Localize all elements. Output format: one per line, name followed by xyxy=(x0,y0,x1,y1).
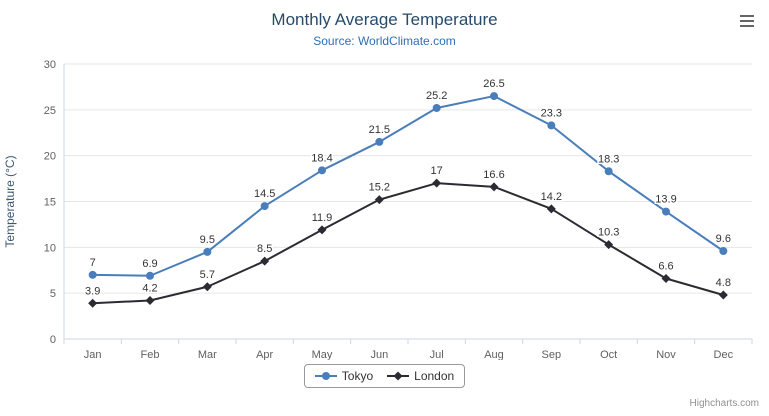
data-label-tokyo: 9.6 xyxy=(716,233,731,245)
legend-label: London xyxy=(414,369,455,383)
marker-tokyo[interactable] xyxy=(146,271,154,280)
data-label-tokyo: 9.5 xyxy=(200,234,215,246)
hamburger-menu-icon xyxy=(740,20,754,22)
x-axis-tick-label: Dec xyxy=(714,349,734,360)
marker-london[interactable] xyxy=(145,296,155,305)
circle-marker-icon xyxy=(314,372,337,380)
diamond-marker-icon xyxy=(387,371,410,381)
data-label-london: 16.6 xyxy=(483,169,504,181)
data-label-tokyo: 14.5 xyxy=(254,188,275,200)
hamburger-menu-icon xyxy=(740,25,754,27)
data-label-london: 17 xyxy=(431,165,443,177)
y-axis-tick-label: 10 xyxy=(44,242,56,254)
x-axis-tick-label: Nov xyxy=(656,349,676,360)
x-axis-tick-label: Aug xyxy=(484,349,504,360)
marker-tokyo[interactable] xyxy=(375,137,384,146)
data-label-tokyo: 13.9 xyxy=(655,194,676,206)
legend-item-london[interactable]: London xyxy=(387,369,454,383)
marker-london[interactable] xyxy=(202,282,212,292)
data-label-tokyo: 23.3 xyxy=(541,107,562,119)
y-axis-tick-label: 30 xyxy=(44,59,56,71)
legend-label: Tokyo xyxy=(341,369,374,383)
y-axis-tick-label: 5 xyxy=(50,288,56,300)
data-label-london: 15.2 xyxy=(369,182,390,194)
y-axis-tick-label: 15 xyxy=(44,197,56,209)
marker-london[interactable] xyxy=(546,204,556,214)
data-label-tokyo: 18.4 xyxy=(311,152,332,164)
y-axis-tick-label: 25 xyxy=(44,105,56,117)
x-axis-tick-label: Sep xyxy=(542,349,562,360)
data-label-tokyo: 26.5 xyxy=(483,78,504,90)
data-label-london: 6.6 xyxy=(658,261,673,273)
marker-tokyo[interactable] xyxy=(490,92,498,101)
credits-link[interactable]: Highcharts.com xyxy=(689,398,759,409)
hamburger-menu-icon xyxy=(740,15,754,17)
y-axis-tick-label: 0 xyxy=(50,334,56,346)
marker-tokyo[interactable] xyxy=(432,104,441,112)
data-label-london: 4.8 xyxy=(716,277,731,289)
context-menu-button[interactable] xyxy=(735,10,759,32)
chart-title: Monthly Average Temperature xyxy=(271,10,498,29)
series-line-london xyxy=(91,182,725,305)
marker-tokyo[interactable] xyxy=(547,121,556,130)
marker-london[interactable] xyxy=(374,195,384,205)
legend-box: Tokyo London xyxy=(303,364,466,388)
y-axis-tick-label: 20 xyxy=(44,151,56,163)
marker-london[interactable] xyxy=(489,182,499,192)
x-axis-tick-label: Mar xyxy=(198,349,217,360)
marker-tokyo[interactable] xyxy=(604,167,613,176)
data-label-london: 11.9 xyxy=(312,212,333,224)
data-label-london: 10.3 xyxy=(598,227,619,239)
data-label-tokyo: 25.2 xyxy=(426,90,447,102)
marker-london[interactable] xyxy=(718,290,728,300)
marker-tokyo[interactable] xyxy=(662,207,670,216)
data-label-tokyo: 6.9 xyxy=(142,258,157,270)
marker-london[interactable] xyxy=(432,178,442,188)
data-label-london: 4.2 xyxy=(142,283,157,295)
data-label-london: 5.7 xyxy=(200,269,215,281)
marker-tokyo[interactable] xyxy=(318,166,326,175)
chart-plot-area: 0 5 10 15 20 25 30 Jan Feb Mar Apr May Jun Jul Aug Sep O… xyxy=(3,59,753,360)
x-axis-tick-label: Jul xyxy=(430,349,444,360)
marker-tokyo[interactable] xyxy=(719,247,728,255)
marker-london[interactable] xyxy=(604,240,614,250)
y-axis-title: Temperature (°C) xyxy=(3,155,17,247)
x-axis-tick-label: Feb xyxy=(141,349,160,360)
marker-tokyo[interactable] xyxy=(260,202,269,211)
data-label-tokyo: 7 xyxy=(90,257,96,269)
marker-london[interactable] xyxy=(260,256,270,266)
data-label-london: 8.5 xyxy=(257,243,272,255)
marker-london[interactable] xyxy=(88,298,98,308)
x-axis-tick-label: May xyxy=(312,349,333,360)
x-axis-tick-label: Jan xyxy=(84,349,102,360)
marker-london[interactable] xyxy=(661,274,671,283)
x-axis-tick-label: Jun xyxy=(370,349,388,360)
marker-tokyo[interactable] xyxy=(88,270,97,279)
series-line-tokyo xyxy=(91,95,725,277)
chart-legend: Tokyo London xyxy=(0,364,769,388)
data-label-tokyo: 18.3 xyxy=(598,153,619,165)
data-label-london: 3.9 xyxy=(85,285,100,297)
x-axis-tick-label: Apr xyxy=(256,349,273,360)
x-axis-tick-label: Oct xyxy=(600,349,617,360)
marker-tokyo[interactable] xyxy=(203,247,212,256)
chart-subtitle: Source: WorldClimate.com xyxy=(313,34,456,48)
data-label-tokyo: 21.5 xyxy=(369,124,390,136)
data-label-london: 14.2 xyxy=(541,191,562,203)
marker-london[interactable] xyxy=(317,225,327,235)
legend-item-tokyo[interactable]: Tokyo xyxy=(314,369,374,383)
